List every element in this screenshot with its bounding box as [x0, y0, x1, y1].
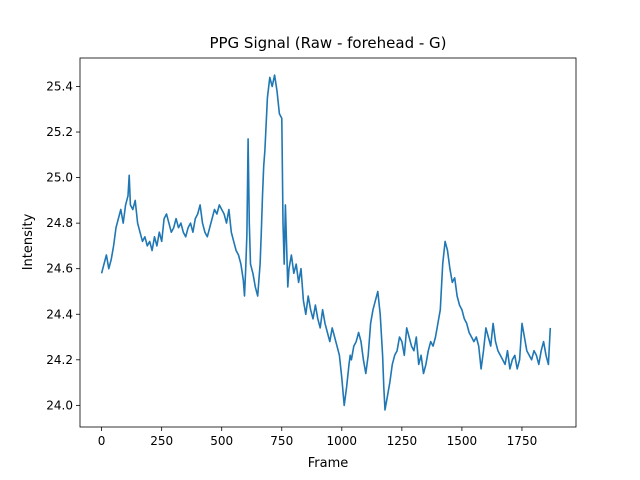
x-axis: 0 250 500 750 1000 1250 1500 1750 [98, 427, 537, 448]
x-axis-label: Frame [308, 456, 349, 471]
axes-frame [79, 57, 577, 428]
y-tick-label: 24.8 [46, 216, 73, 230]
y-axis: 24.0 24.2 24.4 24.6 24.8 25.0 25.2 25.4 [46, 79, 80, 412]
x-tick-label: 750 [270, 434, 293, 448]
plot-area [80, 58, 576, 427]
y-tick-label: 25.4 [46, 79, 73, 93]
x-tick-label: 1750 [507, 434, 538, 448]
y-tick-label: 25.2 [46, 125, 73, 139]
y-tick-label: 24.6 [46, 262, 73, 276]
y-tick-label: 25.0 [46, 171, 73, 185]
x-tick-label: 250 [150, 434, 173, 448]
series-layer [100, 74, 552, 411]
y-tick-label: 24.0 [46, 398, 73, 412]
x-tick-label: 1000 [327, 434, 358, 448]
y-axis-label: Intensity [21, 213, 36, 270]
x-tick-label: 500 [210, 434, 233, 448]
x-tick-label: 1500 [447, 434, 478, 448]
y-tick-label: 24.2 [46, 353, 73, 367]
series-line-0 [100, 74, 552, 411]
chart-title: PPG Signal (Raw - forehead - G) [209, 34, 446, 52]
x-tick-label: 1250 [387, 434, 418, 448]
x-tick-label: 0 [98, 434, 106, 448]
y-tick-label: 24.4 [46, 307, 73, 321]
